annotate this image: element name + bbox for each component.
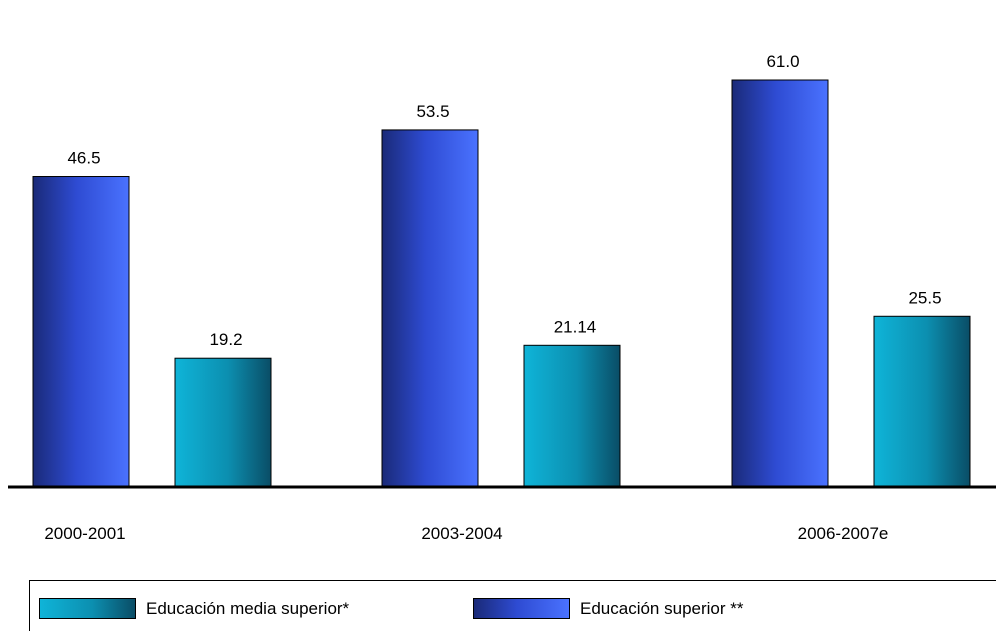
category-label: 2000-2001 — [44, 524, 125, 543]
bar-superior-2003-2004 — [381, 129, 479, 487]
value-label: 25.5 — [908, 288, 941, 307]
value-label: 19.2 — [209, 330, 242, 349]
value-label: 61.0 — [766, 52, 799, 71]
bar-media-superior-2003-2004 — [523, 344, 621, 487]
category-label: 2006-2007e — [798, 524, 889, 543]
legend: Educación media superior* Educación supe… — [29, 580, 996, 631]
category-label: 2003-2004 — [421, 524, 502, 543]
legend-item-media-superior: Educación media superior* — [39, 598, 349, 619]
legend-label-superior: Educación superior ** — [580, 598, 744, 618]
value-labels-group: 46.5 19.2 53.5 21.14 61.0 25.5 — [67, 52, 941, 349]
bar-superior-2006-2007e — [731, 79, 829, 487]
value-label: 46.5 — [67, 149, 100, 168]
bar-media-superior-2000-2001 — [174, 357, 272, 487]
category-labels-group: 2000-2001 2003-2004 2006-2007e — [44, 524, 888, 543]
legend-item-superior: Educación superior ** — [473, 598, 743, 619]
value-label: 21.14 — [554, 317, 597, 336]
bar-chart: 46.5 19.2 53.5 21.14 61.0 25.5 2000-2001 2003-… — [8, 52, 996, 543]
legend-swatch-blue — [473, 598, 570, 619]
bars-group — [32, 79, 971, 487]
value-label: 53.5 — [416, 102, 449, 121]
bar-superior-2000-2001 — [32, 176, 130, 487]
legend-swatch-teal — [39, 598, 136, 619]
bar-media-superior-2006-2007e — [873, 315, 971, 487]
legend-label-media-superior: Educación media superior* — [146, 598, 350, 618]
